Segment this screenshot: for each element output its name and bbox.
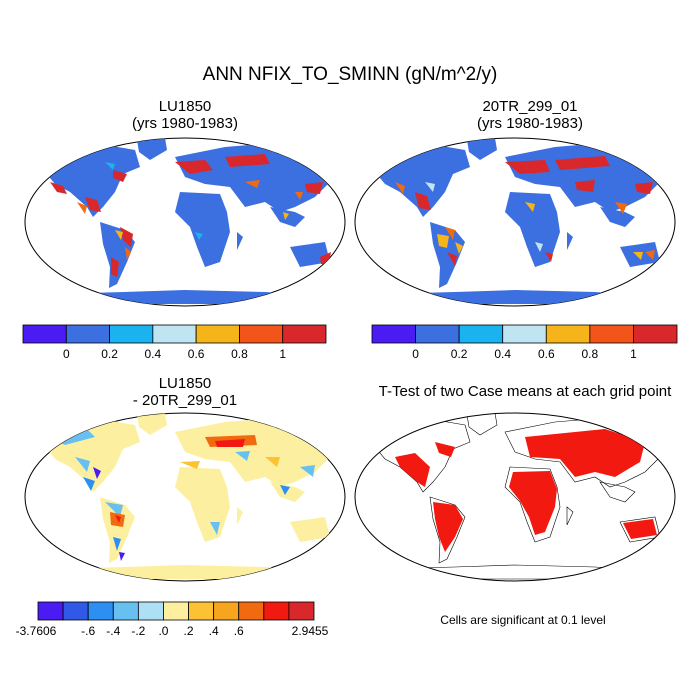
colorbar-swatch bbox=[263, 601, 290, 621]
colorbar-swatch bbox=[239, 324, 284, 344]
colorbar-tick-label: 0.6 bbox=[188, 347, 205, 361]
panel-title-ttest: T-Test of two Case means at each grid po… bbox=[350, 383, 700, 400]
colorbar-tick-label: .6 bbox=[234, 624, 244, 638]
panel-title-line1: T-Test of two Case means at each grid po… bbox=[378, 383, 672, 400]
colorbar-swatch bbox=[288, 601, 315, 621]
panel-title-lu1850: LU1850 (yrs 1980-1983) bbox=[40, 98, 330, 132]
colorbar-swatch bbox=[65, 324, 110, 344]
colorbar-difference: -3.7606 -.6 -.4 -.2 .0 .2 .4 .6 2.9455 bbox=[16, 601, 329, 638]
colorbar-swatch bbox=[589, 324, 634, 344]
colorbar-swatch bbox=[415, 324, 460, 344]
map-lu1850 bbox=[24, 137, 346, 307]
colorbar-tick-label: 0.6 bbox=[538, 347, 555, 361]
panel-title-line2: (yrs 1980-1983) bbox=[132, 115, 238, 132]
colorbar-swatch bbox=[112, 601, 139, 621]
panel-title-line1: LU1850 bbox=[158, 375, 212, 392]
figure-title: ANN NFIX_TO_SMINN (gN/m^2/y) bbox=[202, 64, 498, 85]
panel-title-line1: LU1850 bbox=[158, 98, 212, 115]
significance-note: Cells are significant at 0.1 level bbox=[440, 613, 605, 627]
panel-title-line2: (yrs 1980-1983) bbox=[477, 115, 583, 132]
colorbar-tick-label: 0 bbox=[63, 347, 70, 361]
colorbar-swatch bbox=[22, 324, 67, 344]
colorbar-tick-label: .4 bbox=[209, 624, 219, 638]
colorbar-tick-label: 2.9455 bbox=[292, 624, 329, 638]
panel-title-difference: LU1850 - 20TR_299_01 bbox=[40, 375, 330, 409]
colorbar-swatch bbox=[213, 601, 240, 621]
colorbar-swatch bbox=[109, 324, 154, 344]
colorbar-swatch bbox=[163, 601, 189, 621]
colorbar-swatch bbox=[502, 324, 547, 344]
colorbar-swatch bbox=[371, 324, 416, 344]
colorbar-swatch bbox=[152, 324, 197, 344]
colorbar-swatch bbox=[62, 601, 89, 621]
colorbar-tick-label: 0.8 bbox=[582, 347, 599, 361]
colorbar-swatch bbox=[37, 601, 64, 621]
map-ttest bbox=[354, 412, 676, 582]
colorbar-swatch bbox=[633, 324, 678, 344]
colorbar-tick-label: -3.7606 bbox=[16, 624, 57, 638]
colorbar-swatch bbox=[87, 601, 114, 621]
colorbar-20tr: 0 0.2 0.4 0.6 0.8 1 bbox=[371, 324, 678, 361]
colorbar-tick-label: -.6 bbox=[81, 624, 95, 638]
colorbar-swatch bbox=[188, 601, 215, 621]
colorbar-tick-label: .2 bbox=[184, 624, 194, 638]
colorbar-tick-label: 1 bbox=[279, 347, 286, 361]
colorbar-lu1850: 0 0.2 0.4 0.6 0.8 1 bbox=[22, 324, 327, 361]
colorbar-swatch bbox=[458, 324, 504, 344]
colorbar-tick-label: 0.2 bbox=[101, 347, 118, 361]
colorbar-swatch bbox=[238, 601, 265, 621]
colorbar-tick-label: 0.2 bbox=[451, 347, 468, 361]
colorbar-tick-label: 0.4 bbox=[145, 347, 162, 361]
colorbar-swatch bbox=[195, 324, 240, 344]
panel-title-line2: - 20TR_299_01 bbox=[132, 392, 238, 409]
colorbar-tick-label: 0.8 bbox=[231, 347, 248, 361]
colorbar-tick-label: -.4 bbox=[106, 624, 120, 638]
colorbar-tick-label: -.2 bbox=[131, 624, 145, 638]
panel-title-20tr: 20TR_299_01 (yrs 1980-1983) bbox=[385, 98, 675, 132]
colorbar-swatch bbox=[137, 601, 164, 621]
colorbar-swatch bbox=[282, 324, 327, 344]
map-difference bbox=[24, 412, 346, 582]
colorbar-tick-label: .0 bbox=[158, 624, 168, 638]
panel-title-line1: 20TR_299_01 bbox=[482, 98, 578, 115]
colorbar-tick-label: 0.4 bbox=[494, 347, 511, 361]
colorbar-tick-label: 1 bbox=[630, 347, 637, 361]
colorbar-swatch bbox=[545, 324, 591, 344]
map-20tr bbox=[354, 137, 676, 307]
colorbar-tick-label: 0 bbox=[412, 347, 419, 361]
